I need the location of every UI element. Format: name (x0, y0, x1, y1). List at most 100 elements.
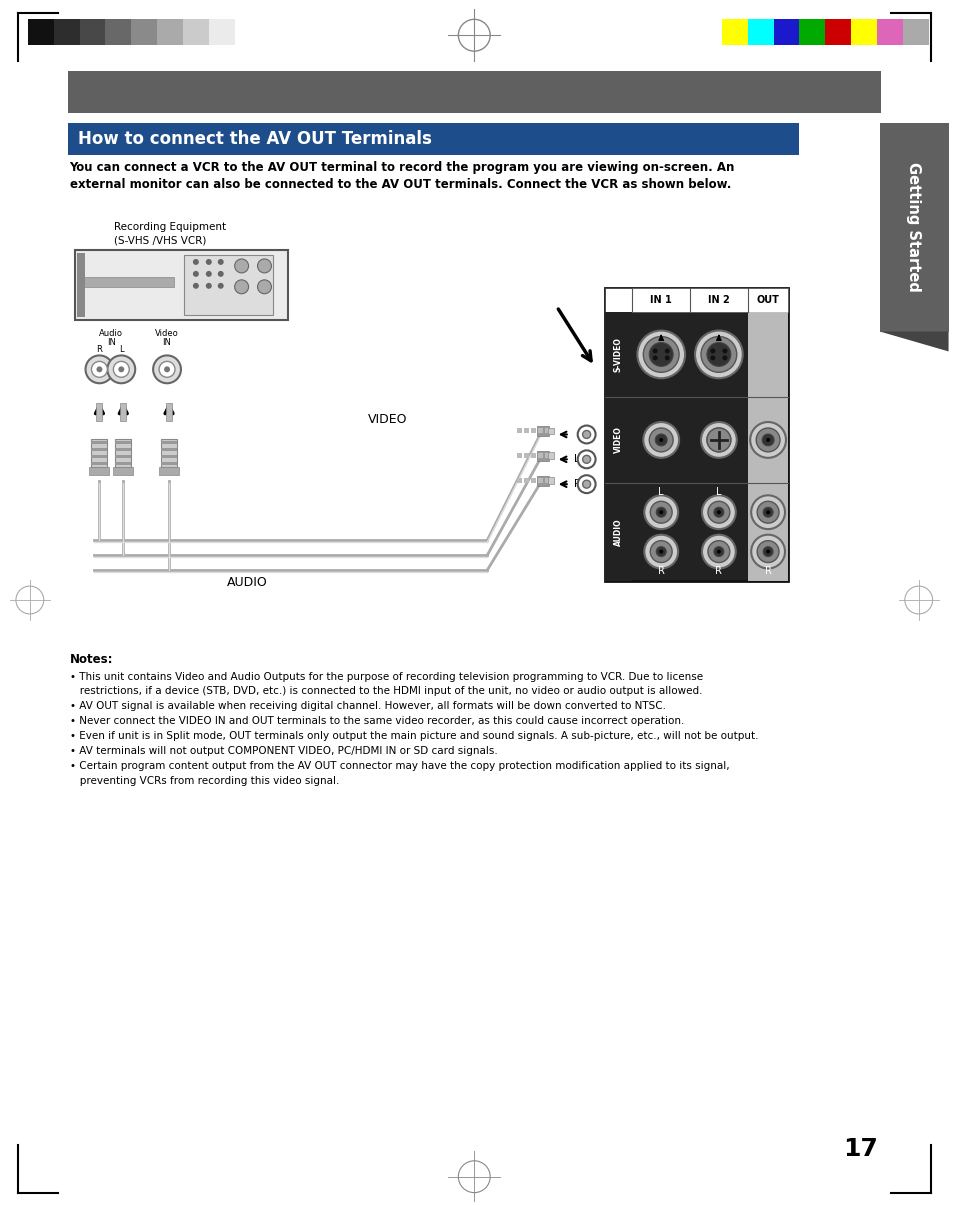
Circle shape (193, 259, 198, 265)
Bar (161, 462, 177, 465)
Circle shape (582, 455, 590, 463)
Bar (824, 19, 850, 46)
Circle shape (749, 422, 785, 458)
Bar (91, 448, 108, 451)
Circle shape (713, 507, 723, 517)
Circle shape (96, 366, 102, 372)
Bar (604, 398, 632, 483)
Bar (537, 427, 548, 436)
Bar (74, 249, 288, 319)
Circle shape (757, 501, 779, 523)
Bar (547, 452, 554, 459)
Text: • AV OUT signal is available when receiving digital channel. However, all format: • AV OUT signal is available when receiv… (70, 701, 665, 711)
Circle shape (750, 495, 784, 529)
Bar (517, 429, 521, 434)
Bar (850, 19, 876, 46)
Circle shape (700, 336, 736, 372)
Circle shape (650, 501, 672, 523)
Bar (68, 123, 799, 154)
Bar (544, 453, 549, 458)
Bar (183, 19, 209, 46)
Circle shape (713, 547, 723, 557)
Circle shape (765, 437, 769, 442)
Bar (90, 466, 110, 475)
Text: R: R (715, 566, 721, 576)
Bar (799, 19, 824, 46)
Circle shape (642, 422, 679, 458)
Bar (604, 288, 788, 581)
Circle shape (765, 549, 769, 553)
Bar (115, 462, 132, 465)
Text: L: L (658, 487, 663, 498)
Circle shape (706, 428, 730, 452)
Text: preventing VCRs from recording this video signal.: preventing VCRs from recording this vide… (70, 776, 338, 786)
Text: S-VIDEO: S-VIDEO (614, 337, 622, 372)
Circle shape (649, 428, 673, 452)
Text: R: R (96, 345, 102, 354)
Bar (115, 441, 132, 443)
Text: L: L (573, 454, 578, 464)
Text: R: R (573, 480, 580, 489)
Text: Getting Started: Getting Started (905, 163, 921, 292)
Text: • Never connect the VIDEO IN and OUT terminals to the same video recorder, as th: • Never connect the VIDEO IN and OUT ter… (70, 716, 683, 727)
Bar (115, 439, 132, 466)
Bar (537, 478, 542, 483)
Bar (161, 448, 177, 451)
Bar (544, 478, 549, 483)
Polygon shape (879, 331, 947, 352)
Bar (537, 429, 542, 434)
Circle shape (582, 481, 590, 488)
Bar (113, 466, 133, 475)
Text: 17: 17 (841, 1136, 877, 1160)
Bar (544, 429, 549, 434)
Bar (91, 462, 108, 465)
Circle shape (118, 366, 124, 372)
Circle shape (716, 510, 720, 515)
Bar (747, 19, 773, 46)
Bar (604, 312, 632, 398)
Circle shape (664, 348, 669, 353)
Circle shape (652, 355, 657, 360)
Circle shape (710, 355, 715, 360)
Circle shape (721, 348, 726, 353)
Circle shape (721, 355, 726, 360)
Circle shape (750, 535, 784, 569)
Circle shape (649, 342, 673, 366)
Circle shape (701, 535, 735, 569)
Bar (537, 476, 548, 486)
Bar (604, 483, 632, 581)
Text: R: R (764, 566, 771, 576)
Text: (S-VHS /VHS VCR): (S-VHS /VHS VCR) (114, 235, 207, 245)
Circle shape (193, 283, 198, 289)
Text: How to connect the AV OUT Terminals: How to connect the AV OUT Terminals (77, 130, 431, 148)
Circle shape (757, 541, 779, 563)
Bar (28, 19, 53, 46)
Bar (547, 477, 554, 484)
Circle shape (656, 507, 665, 517)
Text: VIDEO: VIDEO (368, 412, 407, 425)
Text: L: L (119, 345, 124, 354)
Text: L: L (716, 487, 720, 498)
Circle shape (108, 355, 135, 383)
Circle shape (193, 271, 198, 277)
Circle shape (710, 348, 715, 353)
Circle shape (716, 437, 720, 442)
Bar (115, 448, 132, 451)
Text: IN: IN (107, 337, 115, 347)
Text: Recording Equipment: Recording Equipment (114, 222, 226, 233)
Circle shape (761, 434, 773, 446)
Bar (68, 71, 880, 113)
Text: Audio: Audio (99, 329, 123, 339)
Bar (523, 453, 528, 458)
Bar (91, 454, 108, 458)
Circle shape (659, 437, 662, 442)
Text: restrictions, if a device (STB, DVD, etc.) is connected to the HDMI input of the: restrictions, if a device (STB, DVD, etc… (70, 687, 701, 696)
Circle shape (206, 271, 212, 277)
Bar (689, 288, 747, 312)
Circle shape (643, 535, 678, 569)
Circle shape (716, 549, 720, 553)
Bar (76, 253, 85, 317)
Circle shape (659, 549, 662, 553)
Circle shape (701, 495, 735, 529)
Bar (531, 478, 536, 483)
